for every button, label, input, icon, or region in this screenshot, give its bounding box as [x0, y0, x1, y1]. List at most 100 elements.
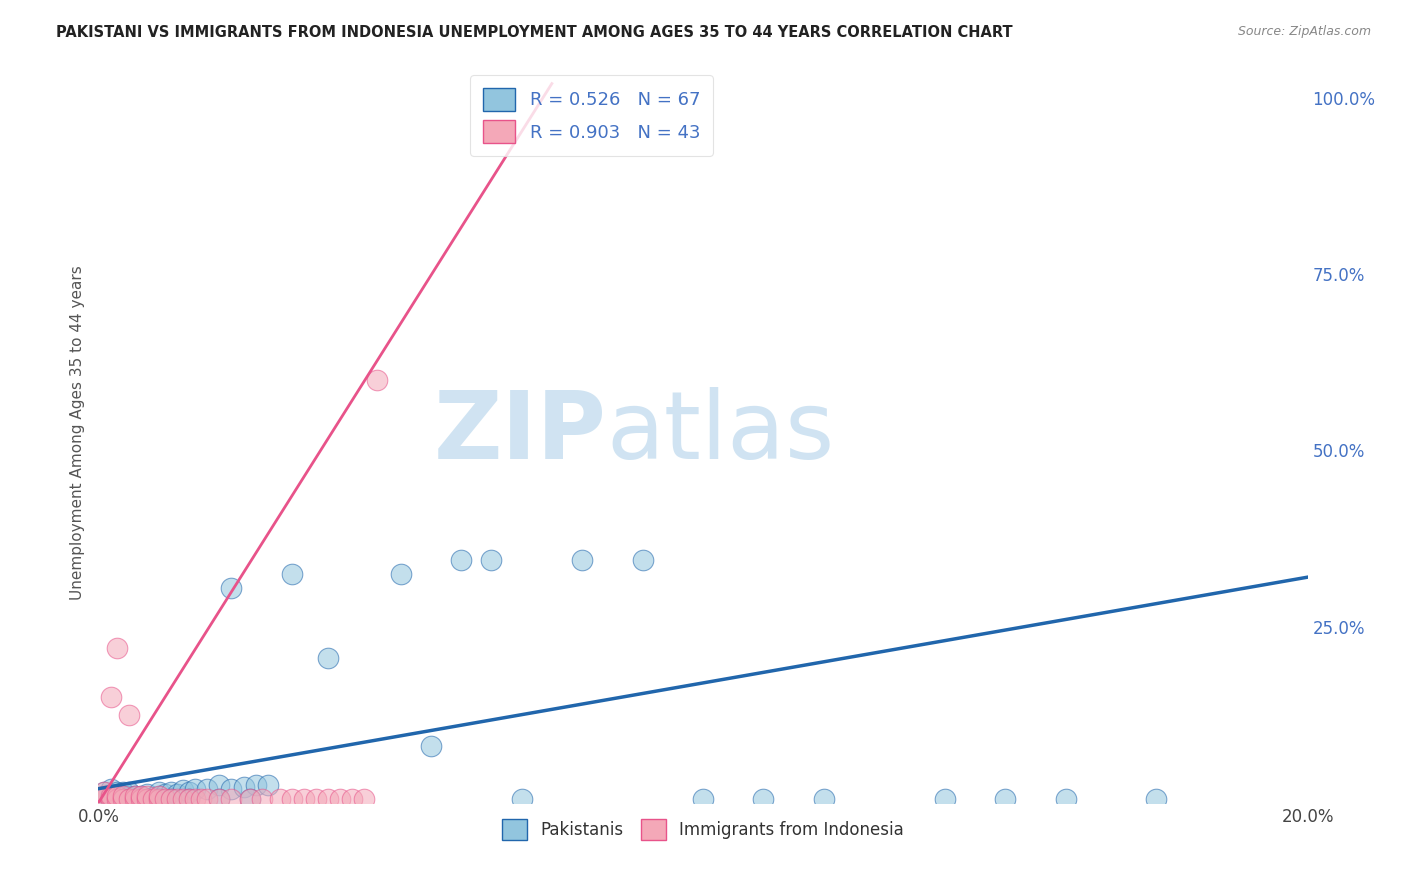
Point — [100, 789, 122, 803]
Point — [934, 792, 956, 806]
Point — [245, 778, 267, 792]
Point — [93, 789, 115, 803]
Point — [124, 792, 146, 806]
Point — [105, 790, 128, 805]
Point — [172, 783, 194, 797]
Point — [111, 792, 134, 806]
Text: PAKISTANI VS IMMIGRANTS FROM INDONESIA UNEMPLOYMENT AMONG AGES 35 TO 44 YEARS CO: PAKISTANI VS IMMIGRANTS FROM INDONESIA U… — [56, 25, 1012, 40]
Text: atlas: atlas — [606, 386, 835, 479]
Text: Source: ZipAtlas.com: Source: ZipAtlas.com — [1237, 25, 1371, 38]
Point — [366, 373, 388, 387]
Point — [111, 789, 134, 803]
Point — [129, 792, 152, 806]
Point — [353, 792, 375, 806]
Point — [142, 792, 165, 806]
Point — [160, 792, 183, 806]
Point — [100, 788, 122, 802]
Point — [105, 640, 128, 655]
Point — [100, 781, 122, 796]
Point — [148, 789, 170, 803]
Point — [221, 792, 243, 806]
Point — [239, 792, 262, 806]
Point — [179, 792, 201, 806]
Point — [153, 788, 176, 802]
Point — [208, 792, 231, 806]
Point — [142, 790, 165, 805]
Point — [118, 789, 141, 803]
Point — [129, 789, 152, 803]
Point — [1054, 792, 1077, 806]
Point — [195, 781, 218, 796]
Point — [179, 792, 201, 806]
Y-axis label: Unemployment Among Ages 35 to 44 years: Unemployment Among Ages 35 to 44 years — [69, 265, 84, 600]
Point — [160, 792, 183, 806]
Point — [105, 788, 128, 802]
Legend: Pakistanis, Immigrants from Indonesia: Pakistanis, Immigrants from Indonesia — [496, 813, 910, 847]
Point — [118, 792, 141, 806]
Point — [93, 792, 115, 806]
Point — [208, 792, 231, 806]
Point — [105, 792, 128, 806]
Point — [111, 792, 134, 806]
Point — [281, 792, 304, 806]
Point — [93, 792, 115, 806]
Point — [813, 792, 835, 806]
Point — [342, 792, 364, 806]
Point — [329, 792, 352, 806]
Point — [316, 651, 339, 665]
Point — [994, 792, 1017, 806]
Point — [124, 792, 146, 806]
Point — [111, 792, 134, 806]
Point — [105, 792, 128, 806]
Point — [93, 790, 115, 805]
Point — [172, 792, 194, 806]
Point — [184, 792, 207, 806]
Point — [250, 792, 273, 806]
Point — [148, 792, 170, 806]
Point — [190, 792, 212, 806]
Point — [100, 690, 122, 704]
Point — [420, 739, 443, 754]
Point — [135, 789, 157, 803]
Point — [135, 788, 157, 802]
Point — [184, 781, 207, 796]
Point — [124, 789, 146, 803]
Point — [232, 780, 254, 795]
Point — [510, 792, 533, 806]
Point — [269, 792, 291, 806]
Point — [105, 792, 128, 806]
Point — [100, 789, 122, 803]
Point — [93, 785, 115, 799]
Point — [195, 792, 218, 806]
Point — [100, 792, 122, 806]
Point — [208, 778, 231, 792]
Point — [450, 552, 472, 566]
Point — [111, 785, 134, 799]
Point — [166, 792, 188, 806]
Point — [305, 792, 328, 806]
Point — [692, 792, 714, 806]
Point — [135, 792, 157, 806]
Point — [118, 785, 141, 799]
Point — [166, 788, 188, 802]
Point — [148, 785, 170, 799]
Point — [118, 792, 141, 806]
Point — [631, 552, 654, 566]
Point — [292, 792, 315, 806]
Point — [179, 785, 201, 799]
Point — [752, 792, 775, 806]
Point — [135, 792, 157, 806]
Point — [135, 792, 157, 806]
Point — [153, 792, 176, 806]
Point — [571, 552, 593, 566]
Point — [118, 707, 141, 722]
Point — [124, 792, 146, 806]
Point — [256, 778, 278, 792]
Point — [129, 792, 152, 806]
Point — [105, 789, 128, 803]
Point — [148, 792, 170, 806]
Point — [118, 792, 141, 806]
Point — [100, 792, 122, 806]
Point — [93, 789, 115, 803]
Point — [111, 789, 134, 803]
